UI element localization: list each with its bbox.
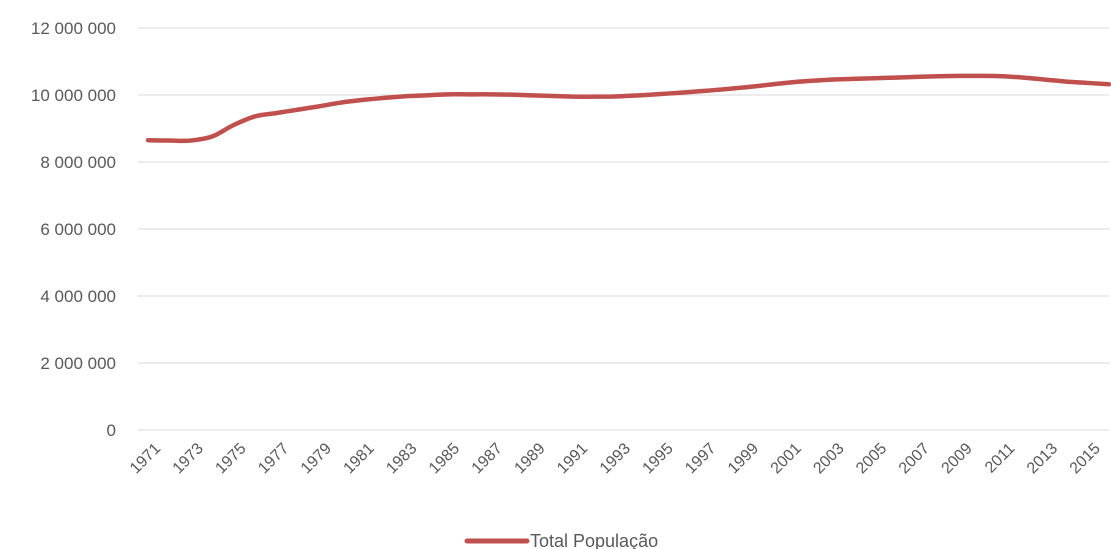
series-lines <box>145 73 1111 144</box>
x-tick-label: 1975 <box>212 440 249 477</box>
x-tick-label: 1999 <box>725 440 762 477</box>
x-axis-tick-labels: 1971 1973 1975 1977 1979 1981 1983 1985 1987 1989… <box>127 440 1104 477</box>
x-tick-label: 2009 <box>939 440 976 477</box>
y-tick-label: 10 000 000 <box>31 86 116 105</box>
x-tick-label: 1983 <box>383 440 420 477</box>
y-tick-label: 2 000 000 <box>40 354 116 373</box>
x-tick-label: 1995 <box>640 440 677 477</box>
x-tick-label: 2007 <box>896 440 933 477</box>
legend: Total População <box>464 531 658 549</box>
x-tick-label: 1979 <box>298 440 335 477</box>
x-tick-label: 1981 <box>341 440 378 477</box>
x-tick-label: 2011 <box>982 440 1018 476</box>
series-line-0 <box>145 73 1111 144</box>
y-tick-label: 4 000 000 <box>40 287 116 306</box>
x-tick-label: 1973 <box>170 440 207 477</box>
x-tick-label: 1991 <box>554 440 591 477</box>
x-tick-label: 1985 <box>426 440 463 477</box>
x-tick-label: 2001 <box>768 440 805 477</box>
x-tick-label: 2003 <box>810 440 847 477</box>
x-tick-label: 2005 <box>853 440 890 477</box>
y-tick-label: 8 000 000 <box>40 153 116 172</box>
y-tick-label: 0 <box>107 421 116 440</box>
x-tick-label: 2013 <box>1024 440 1061 477</box>
y-axis-tick-labels: 0 2 000 000 4 000 000 6 000 000 8 000 000 10 … <box>31 19 116 440</box>
legend-label: Total População <box>530 531 658 549</box>
x-tick-label: 1989 <box>511 440 548 477</box>
x-tick-label: 1977 <box>255 440 292 477</box>
x-tick-label: 1987 <box>469 440 506 477</box>
gridlines <box>138 27 1109 431</box>
y-tick-label: 6 000 000 <box>40 220 116 239</box>
x-tick-label: 1971 <box>127 440 164 477</box>
y-tick-label: 12 000 000 <box>31 19 116 38</box>
x-tick-label: 1993 <box>597 440 634 477</box>
x-tick-label: 1997 <box>682 440 719 477</box>
x-tick-label: 2015 <box>1067 440 1104 477</box>
